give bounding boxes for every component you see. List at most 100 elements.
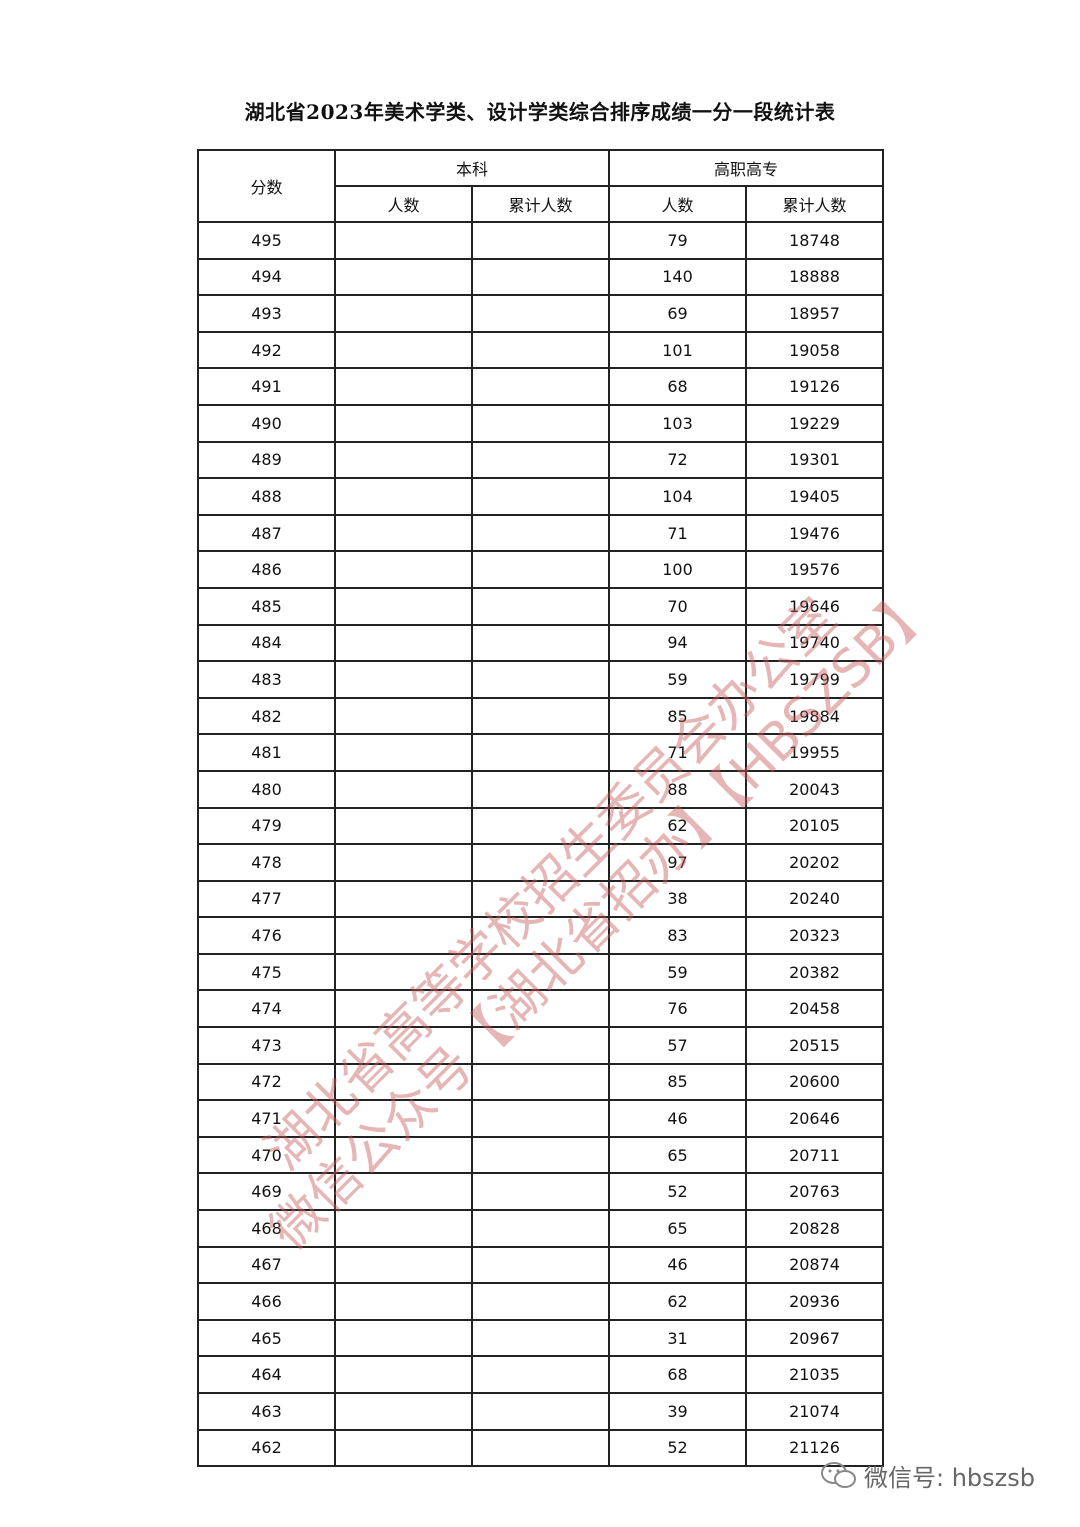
cell-gaozhi-cumulative: 21126 (745, 1428, 885, 1468)
cell-gaozhi-count: 71 (608, 733, 748, 772)
table-row: 488 104 19405 (197, 477, 885, 516)
cell-benke-count (334, 806, 473, 846)
cell-gaozhi-cumulative: 20874 (745, 1245, 885, 1285)
table-row: 490 103 19229 (197, 403, 885, 443)
table-row: 493 69 18957 (197, 294, 885, 333)
cell-gaozhi-count: 83 (608, 916, 748, 955)
header-benke: 本科 (333, 149, 611, 187)
cell-score: 478 (197, 843, 336, 882)
cell-benke-cumulative (470, 623, 611, 663)
cell-benke-cumulative (470, 733, 611, 772)
cell-gaozhi-count: 62 (608, 1282, 748, 1321)
cell-score: 491 (197, 367, 336, 406)
cell-score: 469 (197, 1172, 336, 1212)
cell-score: 471 (197, 1099, 336, 1138)
cell-gaozhi-cumulative: 19955 (745, 733, 885, 772)
cell-gaozhi-cumulative: 19646 (745, 586, 885, 626)
cell-score: 490 (197, 403, 336, 443)
table-row: 491 68 19126 (197, 367, 885, 406)
cell-benke-count (334, 623, 473, 663)
cell-score: 465 (197, 1318, 336, 1358)
table-row: 483 59 19799 (197, 660, 885, 699)
cell-benke-count (334, 989, 473, 1029)
cell-benke-cumulative (470, 1428, 611, 1468)
cell-benke-cumulative (470, 294, 611, 333)
cell-benke-count (334, 586, 473, 626)
cell-benke-count (334, 1209, 473, 1248)
cell-benke-count (334, 952, 473, 992)
cell-benke-cumulative (470, 550, 611, 589)
cell-benke-cumulative (470, 1318, 611, 1358)
cell-benke-count (334, 1245, 473, 1285)
cell-benke-count (334, 1392, 473, 1431)
cell-gaozhi-cumulative: 20711 (745, 1135, 885, 1175)
cell-gaozhi-cumulative: 20382 (745, 952, 885, 992)
cell-score: 489 (197, 440, 336, 480)
table-row: 479 62 20105 (197, 806, 885, 846)
cell-gaozhi-cumulative: 18888 (745, 257, 885, 297)
cell-benke-count (334, 440, 473, 480)
cell-benke-count (334, 367, 473, 406)
cell-score: 494 (197, 257, 336, 297)
cell-score: 474 (197, 989, 336, 1029)
footer-wechat-id: 微信号: hbszsb (864, 1464, 1035, 1492)
cell-gaozhi-cumulative: 20043 (745, 769, 885, 809)
cell-gaozhi-cumulative: 19576 (745, 550, 885, 589)
table-row: 485 70 19646 (197, 586, 885, 626)
cell-benke-count (334, 733, 473, 772)
cell-score: 483 (197, 660, 336, 699)
table-row: 468 65 20828 (197, 1209, 885, 1248)
cell-gaozhi-cumulative: 20240 (745, 879, 885, 919)
cell-benke-count (334, 403, 473, 443)
header-benke-count: 人数 (334, 185, 473, 223)
table-row: 475 59 20382 (197, 952, 885, 992)
cell-gaozhi-cumulative: 20458 (745, 989, 885, 1029)
cell-gaozhi-cumulative: 19126 (745, 367, 885, 406)
cell-benke-count (334, 879, 473, 919)
table-body: 495 79 18748 494 140 18888 493 69 18957 492 101 190… (197, 221, 885, 1468)
cell-benke-cumulative (470, 257, 611, 297)
table-row: 466 62 20936 (197, 1282, 885, 1321)
cell-gaozhi-cumulative: 19799 (745, 660, 885, 699)
cell-benke-cumulative (470, 1172, 611, 1212)
cell-benke-cumulative (470, 696, 611, 736)
cell-benke-cumulative (470, 806, 611, 846)
cell-gaozhi-cumulative: 20936 (745, 1282, 885, 1321)
cell-score: 479 (197, 806, 336, 846)
cell-benke-cumulative (470, 952, 611, 992)
cell-benke-cumulative (470, 440, 611, 480)
cell-benke-cumulative (470, 1026, 611, 1065)
table-row: 470 65 20711 (197, 1135, 885, 1175)
cell-gaozhi-count: 140 (608, 257, 748, 297)
cell-gaozhi-cumulative: 21035 (745, 1355, 885, 1394)
cell-gaozhi-count: 85 (608, 1062, 748, 1102)
table-row: 492 101 19058 (197, 330, 885, 370)
cell-benke-count (334, 696, 473, 736)
header-gaozhi-count: 人数 (608, 185, 748, 223)
table-row: 480 88 20043 (197, 769, 885, 809)
cell-score: 475 (197, 952, 336, 992)
table-row: 471 46 20646 (197, 1099, 885, 1138)
cell-score: 464 (197, 1355, 336, 1394)
cell-benke-cumulative (470, 879, 611, 919)
cell-score: 488 (197, 477, 336, 516)
cell-gaozhi-cumulative: 19405 (745, 477, 885, 516)
table-row: 484 94 19740 (197, 623, 885, 663)
cell-score: 477 (197, 879, 336, 919)
cell-gaozhi-count: 65 (608, 1209, 748, 1248)
cell-score: 493 (197, 294, 336, 333)
cell-benke-count (334, 294, 473, 333)
cell-gaozhi-cumulative: 19301 (745, 440, 885, 480)
cell-score: 481 (197, 733, 336, 772)
cell-gaozhi-count: 76 (608, 989, 748, 1029)
cell-gaozhi-count: 52 (608, 1428, 748, 1468)
cell-benke-cumulative (470, 916, 611, 955)
cell-gaozhi-count: 65 (608, 1135, 748, 1175)
table-row: 473 57 20515 (197, 1026, 885, 1065)
cell-benke-cumulative (470, 769, 611, 809)
cell-benke-count (334, 1355, 473, 1394)
cell-gaozhi-count: 103 (608, 403, 748, 443)
cell-gaozhi-count: 62 (608, 806, 748, 846)
cell-benke-cumulative (470, 586, 611, 626)
cell-benke-count (334, 769, 473, 809)
